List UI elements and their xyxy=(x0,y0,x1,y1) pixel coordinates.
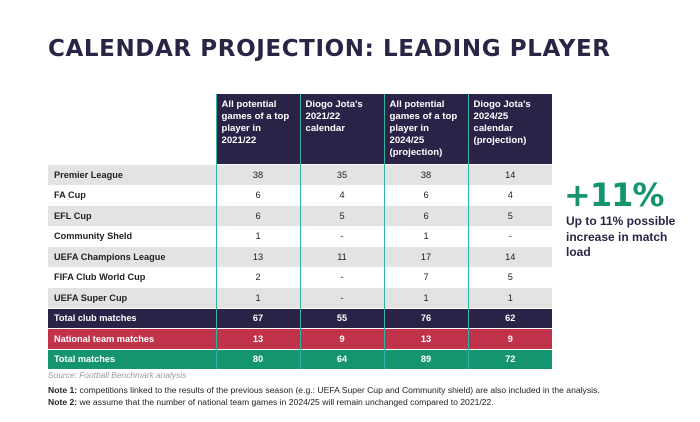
table-cell: 13 xyxy=(215,328,300,349)
table-row: Total matches 80 64 89 72 xyxy=(48,348,552,369)
table-row: FIFA Club World Cup 2-7 5 xyxy=(48,266,552,288)
table-cell: 1 xyxy=(467,287,552,308)
table-cell: 80 xyxy=(215,348,300,369)
row-label: National team matches xyxy=(48,328,216,349)
row-label: Total matches xyxy=(48,348,216,369)
column-header: All potential games of a top player in 2… xyxy=(383,94,468,165)
table-cell: 6 xyxy=(383,184,468,206)
table-cell: 14 xyxy=(467,164,552,185)
table-cell: 64 xyxy=(299,348,384,369)
row-label: UEFA Champions League xyxy=(48,246,216,267)
table-cell: 11 xyxy=(299,246,384,267)
table-cell: 35 xyxy=(299,164,384,185)
note-label: Note 1: xyxy=(48,385,78,395)
table-cell: 76 xyxy=(383,307,468,329)
row-label: Total club matches xyxy=(48,307,216,329)
table-row: UEFA Champions League 13 11 17 14 xyxy=(48,246,552,267)
table-header-row: All potential games of a top player in 2… xyxy=(48,94,552,165)
table-cell: 4 xyxy=(467,184,552,206)
column-header: All potential games of a top player in 2… xyxy=(215,94,300,165)
row-label: EFL Cup xyxy=(48,205,216,226)
header-blank-cell xyxy=(48,94,216,165)
table-cell: 6 xyxy=(215,205,300,226)
calendar-projection-table: All potential games of a top player in 2… xyxy=(48,94,552,369)
row-label: Premier League xyxy=(48,164,216,185)
table-cell: 4 xyxy=(299,184,384,206)
table-cell: 6 xyxy=(215,184,300,206)
table-cell: 5 xyxy=(467,205,552,226)
table-cell: 55 xyxy=(299,307,384,329)
column-header: Diogo Jota's 2024/25 calendar (projectio… xyxy=(467,94,552,165)
row-label: FIFA Club World Cup xyxy=(48,266,216,288)
table-row: Total club matches 67 55 76 62 xyxy=(48,307,552,329)
table-row: Community Sheld 1-1- xyxy=(48,225,552,247)
table-row: UEFA Super Cup 1-1 1 xyxy=(48,287,552,308)
table-cell: 14 xyxy=(467,246,552,267)
table-cell: 72 xyxy=(467,348,552,369)
row-label: UEFA Super Cup xyxy=(48,287,216,308)
table-row: Premier League 38 35 38 14 xyxy=(48,164,552,185)
table-row: FA Cup 6 4 6 4 xyxy=(48,184,552,206)
note-1: Note 1: competitions linked to the resul… xyxy=(48,385,600,395)
table-cell: 1 xyxy=(215,287,300,308)
page-title: CALENDAR PROJECTION: LEADING PLAYER xyxy=(48,36,611,62)
table-cell: 13 xyxy=(383,328,468,349)
table-row: EFL Cup 6 5 6 5 xyxy=(48,205,552,226)
increase-description: Up to 11% possible increase in match loa… xyxy=(566,214,676,259)
row-label: FA Cup xyxy=(48,184,216,206)
table-cell: 7 xyxy=(383,266,468,288)
table-cell: 1 xyxy=(215,225,300,247)
table-row: National team matches 13 9 13 9 xyxy=(48,328,552,349)
column-header: Diogo Jota's 2021/22 calendar xyxy=(299,94,384,165)
table-cell: - xyxy=(299,266,384,288)
table-cell: 1 xyxy=(383,225,468,247)
table-cell: 89 xyxy=(383,348,468,369)
table-cell: - xyxy=(467,225,552,247)
table-cell: 17 xyxy=(383,246,468,267)
note-2: Note 2: we assume that the number of nat… xyxy=(48,397,494,407)
table-cell: 9 xyxy=(467,328,552,349)
table-cell: 5 xyxy=(299,205,384,226)
source-note: Source: Football Benchmark analysis xyxy=(48,370,187,380)
note-text: competitions linked to the results of th… xyxy=(77,385,600,395)
table-cell: - xyxy=(299,225,384,247)
note-label: Note 2: xyxy=(48,397,78,407)
table-cell: 38 xyxy=(215,164,300,185)
table-cell: 13 xyxy=(215,246,300,267)
row-label: Community Sheld xyxy=(48,225,216,247)
increase-stat: +11% xyxy=(564,176,664,214)
table-cell: - xyxy=(299,287,384,308)
note-text: we assume that the number of national te… xyxy=(77,397,494,407)
table-cell: 38 xyxy=(383,164,468,185)
table-cell: 62 xyxy=(467,307,552,329)
table-cell: 2 xyxy=(215,266,300,288)
table-cell: 6 xyxy=(383,205,468,226)
table-cell: 9 xyxy=(299,328,384,349)
table-cell: 67 xyxy=(215,307,300,329)
table-cell: 5 xyxy=(467,266,552,288)
table-cell: 1 xyxy=(383,287,468,308)
